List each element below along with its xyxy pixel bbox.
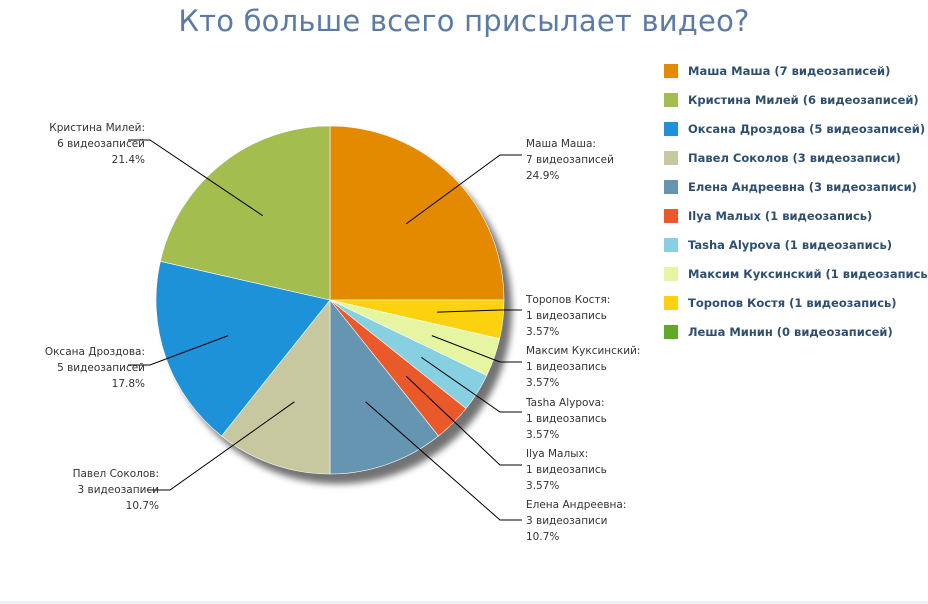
legend-label: Кристина Милей (6 видеозаписей) [688,93,919,107]
leader-line-toropov [437,309,522,313]
legend-swatch [664,64,678,78]
legend-swatch [664,238,678,252]
legend-swatch [664,180,678,194]
legend-swatch [664,325,678,339]
callout-percent: 3.57% [526,326,560,338]
callout-masha: Маша Маша: 7 видеозаписей 24.9% [526,136,614,184]
callout-percent: 3.57% [526,377,560,389]
callout-percent: 3.57% [526,429,560,441]
callout-elena: Елена Андреевна: 3 видеозаписи 10.7% [526,497,626,545]
callout-name: Максим Куксинский: [526,345,641,357]
leader-line-kuksinsky [431,335,522,363]
legend-item-ilya[interactable]: Ilya Малых (1 видеозапись) [664,207,928,236]
callout-name: Маша Маша: [526,138,596,150]
leader-line-pavel [148,401,295,491]
legend-label: Павел Соколов (3 видеозаписи) [688,151,901,165]
callout-kuksinsky: Максим Куксинский: 1 видеозапись 3.57% [526,343,640,391]
callout-pavel: Павел Соколов: 3 видеозаписи 10.7% [73,466,159,514]
callout-kristina: Кристина Милей: 6 видеозаписей 21.4% [49,120,145,168]
callout-ilya: Ilya Малых: 1 видеозапись 3.57% [526,446,607,494]
leader-line-tasha [421,356,522,413]
leader-line-elena [365,401,522,521]
legend-item-tasha[interactable]: Tasha Alypova (1 видеозапись) [664,236,928,265]
callout-name: Оксана Дроздова: [44,346,145,358]
callout-count: 1 видеозапись [526,310,607,322]
callout-name: Кристина Милей: [49,122,145,134]
callout-count: 1 видеозапись [526,361,607,373]
callout-percent: 10.7% [526,531,560,543]
legend-item-masha[interactable]: Маша Маша (7 видеозаписей) [664,62,928,91]
legend-label: Tasha Alypova (1 видеозапись) [688,238,893,252]
callout-name: Торопов Костя: [526,294,611,306]
pie-slice-pavel[interactable] [221,299,331,475]
callout-oksana: Оксана Дроздова: 5 видеозаписей 17.8% [45,344,145,392]
callout-count: 3 видеозаписи [77,484,159,496]
legend-item-lesha[interactable]: Леша Минин (0 видеозаписей) [664,323,928,352]
legend-label: Торопов Костя (1 видеозапись) [688,296,897,310]
leader-line-oksana [128,335,229,366]
legend-label: Елена Андреевна (3 видеозаписи) [688,180,917,194]
legend-item-toropov[interactable]: Торопов Костя (1 видеозапись) [664,294,928,323]
callout-percent: 3.57% [526,480,560,492]
legend-label: Максим Куксинский (1 видеозапись) [688,267,928,281]
legend-item-oksana[interactable]: Оксана Дроздова (5 видеозаписей) [664,120,928,149]
legend: Маша Маша (7 видеозаписей) Кристина Милей… [664,62,928,352]
bottom-divider [0,601,928,604]
legend-swatch [664,296,678,310]
callout-count: 1 видеозапись [526,413,607,425]
legend-swatch [664,93,678,107]
legend-item-kristina[interactable]: Кристина Милей (6 видеозаписей) [664,91,928,120]
chart-title: Кто больше всего присылает видео? [178,4,750,38]
legend-swatch [664,209,678,223]
legend-label: Оксана Дроздова (5 видеозаписей) [688,122,926,136]
legend-label: Маша Маша (7 видеозаписей) [688,64,891,78]
callout-count: 7 видеозаписей [526,154,614,166]
callout-count: 5 видеозаписей [57,362,145,374]
legend-label: Ilya Малых (1 видеозапись) [688,209,873,223]
legend-swatch [664,122,678,136]
legend-swatch [664,151,678,165]
callout-count: 6 видеозаписей [57,138,145,150]
callout-name: Ilya Малых: [526,448,589,460]
callout-tasha: Tasha Alypova: 1 видеозапись 3.57% [526,395,607,443]
callout-name: Павел Соколов: [72,468,159,480]
pie-slice-masha[interactable] [329,125,505,301]
callout-percent: 24.9% [526,170,560,182]
leader-line-masha [405,154,522,225]
legend-swatch [664,267,678,281]
pie-slice-kristina[interactable] [160,125,331,301]
callout-percent: 17.8% [111,378,145,390]
leader-line-ilya [405,375,522,466]
callout-count: 1 видеозапись [526,464,607,476]
callout-count: 3 видеозаписи [526,515,608,527]
legend-item-kuksinsky[interactable]: Максим Куксинский (1 видеозапись) [664,265,928,294]
legend-item-elena[interactable]: Елена Андреевна (3 видеозаписи) [664,178,928,207]
callout-toropov: Торопов Костя: 1 видеозапись 3.57% [526,292,610,340]
callout-percent: 10.7% [125,500,159,512]
legend-item-pavel[interactable]: Павел Соколов (3 видеозаписи) [664,149,928,178]
callout-name: Елена Андреевна: [526,499,627,511]
pie-slice-elena[interactable] [329,299,439,475]
legend-label: Леша Минин (0 видеозаписей) [688,325,893,339]
callout-percent: 21.4% [111,154,145,166]
callout-name: Tasha Alypova: [526,397,605,409]
pie-slice-oksana[interactable] [155,260,331,437]
leader-line-kristina [128,139,264,217]
